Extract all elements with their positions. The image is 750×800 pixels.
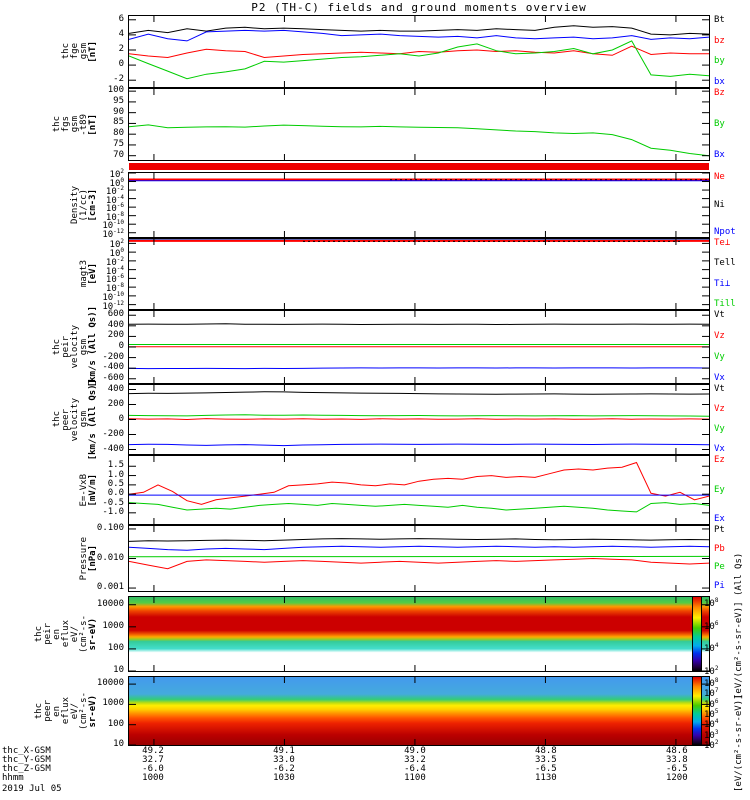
fge-legend: Bt bz by bx	[714, 15, 725, 87]
date-label: 2019 Jul 05	[2, 784, 62, 794]
pressure-legend: Pt Pb Pe Pi	[714, 525, 725, 591]
x-axis-row: thc_Y-GSM 32.7 33.0 33.2 33.5 33.8	[2, 755, 688, 765]
peer-velocity-legend: Vt Vz Vy Vx	[714, 384, 725, 454]
peer-spectrogram-axis-ticks: 10000 1000 100 10	[96, 678, 124, 749]
peir-velocity-axis-ticks: 600 400 200 0 -200 -400 -600	[102, 309, 124, 383]
efield-plot	[128, 455, 710, 525]
density-axis-ticks: 102 100 10-2 10-4 10-6 10-8 10-10 10-12	[102, 168, 124, 240]
magt3-legend: Te⊥ Tell Ti⊥ Till	[714, 238, 736, 309]
efield-axis-ticks: 1.5 1.0 0.5 0.0 -0.5 -1.0	[102, 460, 124, 517]
fgs-legend: Bz By Bx	[714, 88, 725, 160]
peir-spectrogram	[128, 596, 710, 672]
peir-colorbar	[692, 596, 702, 672]
x-axis-row: thc_Z-GSM -6.0 -6.2 -6.4 -6.5 -6.5	[2, 764, 688, 774]
peir-velocity-legend: Vt Vz Vy Vx	[714, 310, 725, 383]
density-plot	[128, 172, 710, 238]
density-legend: Ne Ni Npot	[714, 172, 736, 237]
x-axis-row: thc_X-GSM 49.2 49.1 49.0 48.8 48.6	[2, 746, 688, 756]
fge-plot	[128, 15, 710, 88]
magt3-plot	[128, 238, 710, 310]
fgs-plot	[128, 88, 710, 161]
fge-axis-ticks: 6 4 2 0 -2	[113, 13, 124, 85]
magt3-axis-ticks: 102 100 10-2 10-4 10-6 10-8 10-10 10-12	[102, 238, 124, 312]
fgs-axis-ticks: 100 95 90 85 80 75 70	[107, 85, 124, 160]
efield-legend: Ez Ey Ex	[714, 455, 725, 524]
peer-velocity-plot	[128, 384, 710, 455]
peer-velocity-axis-ticks: 400 200 0 -200 -400	[102, 383, 124, 454]
peir-colorbar-ticks: 108 106 104 102	[704, 597, 719, 677]
flag-bar	[129, 163, 709, 170]
x-axis-row: hhmm 1000 1030 1100 1130 1200	[2, 773, 688, 783]
peer-colorbar-ticks: 108 107 106 105 104 103 102	[704, 677, 719, 751]
pressure-plot	[128, 525, 710, 592]
page-title: P2 (TH-C) fields and ground moments over…	[251, 1, 587, 14]
peir-colorbar-unit-label: [eV/(cm²-s-sr-eV)] (All Qs)	[734, 552, 744, 700]
peer-colorbar	[692, 676, 702, 746]
peir-spectrogram-axis-ticks: 10000 1000 100 10	[96, 598, 124, 675]
pressure-axis-ticks: 0.100 0.010 0.001	[96, 522, 124, 593]
peer-spectrogram	[128, 676, 710, 746]
x-axis-rows: thc_X-GSM 49.2 49.1 49.0 48.8 48.6 thc_Y-GSM 32…	[0, 747, 750, 783]
peir-velocity-plot	[128, 310, 710, 384]
